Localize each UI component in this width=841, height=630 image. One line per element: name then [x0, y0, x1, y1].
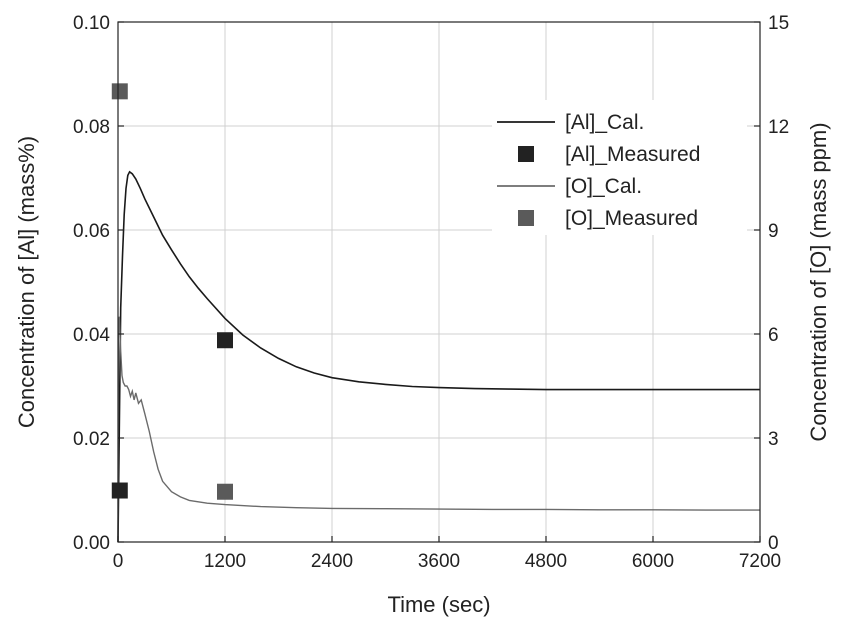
marker-layer — [111, 83, 233, 500]
y-right-tick-label: 9 — [768, 221, 779, 242]
tick-layer: 0 1200 2400 3600 4800 6000 7200 0.00 0.02 0.04 0.0… — [73, 13, 789, 572]
legend: [Al]_Cal. [Al]_Measured [O]_Cal. [O]_Measur… — [492, 100, 747, 235]
data-point-marker — [111, 482, 128, 499]
x-tick-label: 7200 — [739, 551, 781, 572]
legend-swatch-marker — [518, 146, 534, 162]
legend-label: [Al]_Cal. — [565, 111, 644, 134]
x-tick-label: 0 — [113, 551, 124, 572]
y-left-tick-label: 0.00 — [73, 533, 110, 554]
series-line-2 — [117, 316, 760, 543]
data-point-marker — [217, 332, 233, 349]
y-right-tick-label: 6 — [768, 325, 779, 346]
x-axis-title: Time (sec) — [387, 592, 490, 617]
x-tick-label: 4800 — [525, 551, 567, 572]
y-axis-left-title: Concentration of [Al] (mass%) — [14, 136, 39, 428]
y-left-tick-label: 0.10 — [73, 13, 110, 34]
y-left-tick-label: 0.06 — [73, 221, 110, 242]
y-left-tick-label: 0.08 — [73, 117, 110, 138]
legend-label: [Al]_Measured — [565, 143, 700, 166]
y-left-tick-label: 0.04 — [73, 325, 110, 346]
x-tick-label: 1200 — [204, 551, 246, 572]
y-right-tick-label: 3 — [768, 429, 779, 450]
y-left-tick-label: 0.02 — [73, 429, 110, 450]
series-line-0 — [117, 170, 760, 543]
x-tick-label: 6000 — [632, 551, 674, 572]
legend-swatch-marker — [518, 210, 534, 226]
y-right-tick-label: 15 — [768, 13, 789, 34]
y-right-tick-label: 0 — [768, 533, 779, 554]
legend-label: [O]_Measured — [565, 207, 698, 230]
data-point-marker — [217, 483, 233, 500]
x-tick-label: 3600 — [418, 551, 460, 572]
data-point-marker — [111, 83, 128, 100]
legend-label: [O]_Cal. — [565, 175, 642, 198]
series-layer — [117, 170, 760, 543]
y-right-tick-label: 12 — [768, 117, 789, 138]
y-axis-right-title: Concentration of [O] (mass ppm) — [806, 122, 831, 441]
x-tick-label: 2400 — [311, 551, 353, 572]
